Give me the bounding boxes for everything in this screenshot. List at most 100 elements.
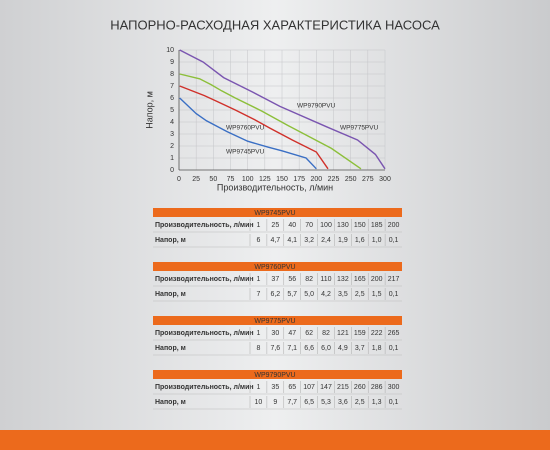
table-header [153,262,402,271]
table-cell: 100 [320,222,332,229]
footer-bar [0,430,550,450]
table-cell: 10 [255,399,263,406]
table-cell: 3,6 [338,399,348,406]
table-title: WP9790PVU [254,372,295,379]
table-cell: 0,1 [389,399,399,406]
table-cell: 130 [337,222,349,229]
table-title: WP9775PVU [254,318,295,325]
table-cell: 200 [371,276,383,283]
table-cell: 30 [271,330,279,337]
table-cell: 5,7 [287,291,297,298]
table-cell: 47 [288,330,296,337]
row-label: Производительность, л/мин [155,276,254,283]
table-cell: 3,5 [338,291,348,298]
table-title: WP9760PVU [254,264,295,271]
row-label: Напор, м [155,399,186,406]
table-cell: 217 [388,276,400,283]
table-cell: 0,1 [389,237,399,244]
series-label: WP9775PVU [340,125,379,132]
table-header [153,208,402,217]
table-cell: 70 [305,222,313,229]
table-cell: 1,8 [372,345,382,352]
table-cell: 6,0 [321,345,331,352]
table-cell: 132 [337,276,349,283]
table-cell: 4,7 [270,237,280,244]
y-tick-label: 6 [170,95,174,102]
table-header [153,370,402,379]
row-label: Производительность, л/мин [155,222,254,229]
x-tick-label: 50 [209,176,217,183]
series-line [179,73,362,170]
row-label: Напор, м [155,291,186,298]
table-cell: 3,2 [304,237,314,244]
table-cell: 6,2 [270,291,280,298]
table-cell: 165 [354,276,366,283]
table-cell: 65 [288,384,296,391]
series-label: WP9760PVU [226,125,265,132]
table-cell: 4,1 [287,237,297,244]
table-cell: 185 [371,222,383,229]
table-cell: 9 [273,399,277,406]
y-tick-label: 5 [170,107,174,114]
y-tick-label: 10 [166,47,174,54]
table-cell: 8 [256,345,260,352]
y-tick-label: 9 [170,59,174,66]
chart-title: НАПОРНО-РАСХОДНАЯ ХАРАКТЕРИСТИКА НАСОСА [110,17,440,32]
x-tick-label: 275 [362,176,374,183]
table-cell: 0,1 [389,345,399,352]
series-label: WP9745PVU [226,149,265,156]
series-line [179,49,386,170]
table-cell: 107 [303,384,315,391]
x-tick-label: 100 [242,176,254,183]
table-cell: 2,5 [355,399,365,406]
table-cell: 62 [305,330,313,337]
table-cell: 1 [256,384,260,391]
table-title: WP9745PVU [254,210,295,217]
table-cell: 147 [320,384,332,391]
table-cell: 1,6 [355,237,365,244]
x-tick-label: 225 [328,176,340,183]
table-cell: 1,0 [372,237,382,244]
table-cell: 5,0 [304,291,314,298]
table-cell: 150 [354,222,366,229]
table-cell: 6,6 [304,345,314,352]
table-cell: 35 [271,384,279,391]
table-cell: 286 [371,384,383,391]
x-tick-label: 300 [379,176,391,183]
row-label: Напор, м [155,345,186,352]
table-cell: 56 [288,276,296,283]
y-tick-label: 1 [170,155,174,162]
table-cell: 215 [337,384,349,391]
row-label: Напор, м [155,237,186,244]
series-label: WP9790PVU [297,103,336,110]
table-cell: 7,7 [287,399,297,406]
x-tick-label: 75 [227,176,235,183]
table-cell: 4,2 [321,291,331,298]
table-cell: 5,3 [321,399,331,406]
table-cell: 1 [256,330,260,337]
table-cell: 0,1 [389,291,399,298]
table-header [153,316,402,325]
table-cell: 222 [371,330,383,337]
y-tick-label: 7 [170,83,174,90]
x-tick-label: 150 [276,176,288,183]
table-cell: 1 [256,222,260,229]
table-cell: 7,6 [270,345,280,352]
table-cell: 2,5 [355,291,365,298]
x-tick-label: 125 [259,176,271,183]
table-cell: 1,5 [372,291,382,298]
table-cell: 265 [388,330,400,337]
table-cell: 4,9 [338,345,348,352]
table-cell: 82 [322,330,330,337]
table-cell: 82 [305,276,313,283]
table-cell: 2,4 [321,237,331,244]
table-cell: 7 [256,291,260,298]
table-cell: 159 [354,330,366,337]
table-cell: 110 [320,276,331,283]
y-tick-label: 8 [170,71,174,78]
y-axis-label: Напор, м [144,91,154,129]
table-cell: 25 [271,222,279,229]
table-cell: 37 [271,276,279,283]
table-cell: 1,3 [372,399,382,406]
